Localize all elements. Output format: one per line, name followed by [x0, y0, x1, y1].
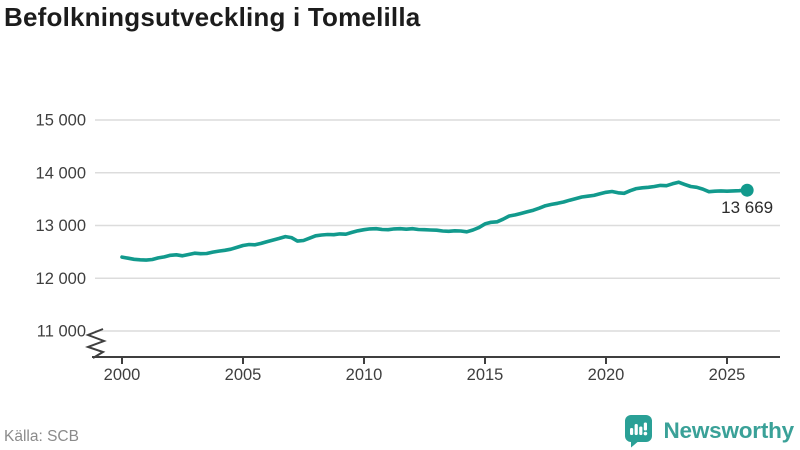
y-axis-tick-label: 11 000 [37, 323, 86, 341]
x-axis-tick-label: 2005 [225, 366, 262, 384]
x-axis-tick-label: 2000 [104, 366, 141, 384]
x-axis-tick-label: 2025 [709, 366, 746, 384]
population-series-line [120, 180, 747, 262]
y-axis-tick-label: 13 000 [36, 217, 86, 235]
chart-title: Befolkningsutveckling i Tomelilla [4, 2, 421, 32]
last-value-marker [740, 183, 754, 197]
x-axis-tick-label: 2020 [588, 366, 625, 384]
newsworthy-logo[interactable]: Newsworthy [623, 414, 794, 448]
newsworthy-wordmark: Newsworthy [663, 418, 794, 443]
y-axis-tick-label: 14 000 [36, 164, 86, 182]
x-axis-tick-label: 2015 [467, 366, 504, 384]
axis-break-icon [85, 328, 107, 359]
source-caption: Källa: SCB [4, 428, 79, 445]
last-value-label: 13 669 [721, 198, 773, 217]
newsworthy-chart-bubble-icon [625, 415, 653, 448]
y-axis-tick-label: 12 000 [36, 270, 86, 288]
y-axis-tick-label: 15 000 [36, 112, 86, 130]
x-axis-tick-label: 2010 [346, 366, 383, 384]
